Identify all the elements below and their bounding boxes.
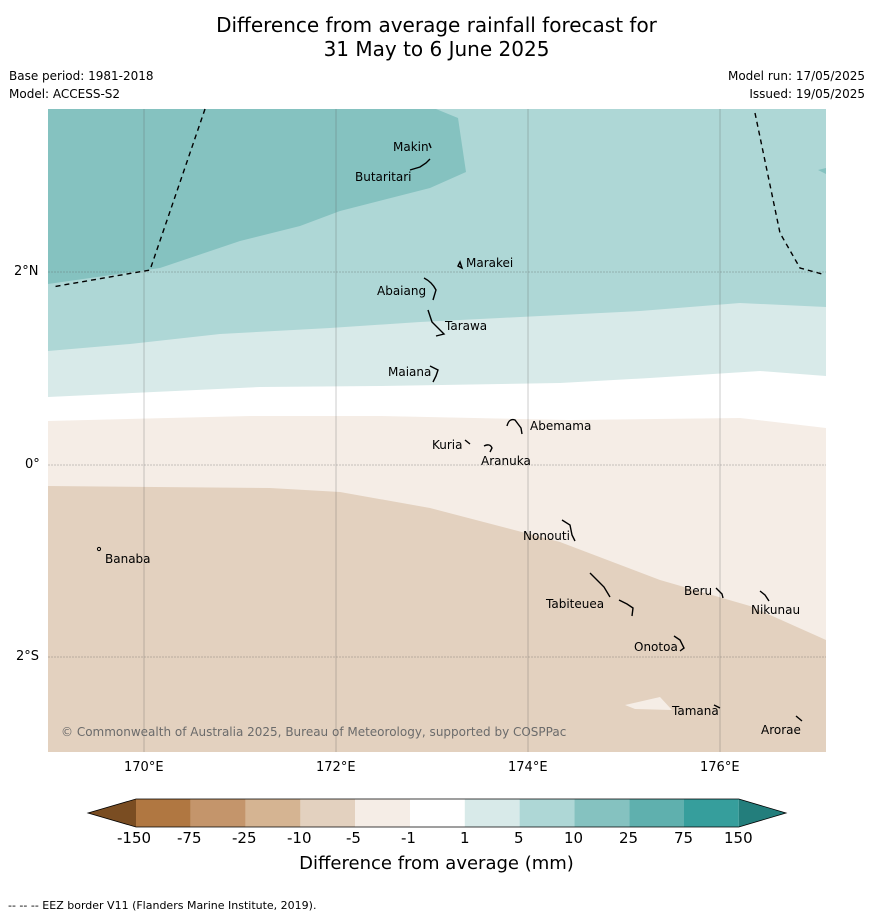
eez-border [51, 108, 823, 288]
cb-seg-10 [629, 799, 684, 827]
cb-seg-4 [300, 799, 356, 827]
lon-label-176e: 176°E [700, 760, 740, 775]
cb-outline [86, 798, 788, 828]
place-nonouti: Nonouti [523, 529, 570, 543]
cb-seg-0 [88, 799, 136, 827]
cb-tick-9: 25 [619, 829, 639, 847]
gridlines [48, 109, 826, 752]
footnote: -- -- -- EEZ border V11 (Flanders Marine… [8, 899, 317, 912]
lon-label-174e: 174°E [508, 760, 548, 775]
place-tamana: Tamana [672, 704, 719, 718]
title-line-1: Difference from average rainfall forecas… [216, 13, 657, 37]
place-abemama: Abemama [530, 419, 592, 433]
place-beru: Beru [684, 584, 713, 598]
cb-tick-1: -75 [177, 829, 202, 847]
cb-seg-12 [738, 799, 786, 827]
cb-seg-9 [574, 799, 630, 827]
place-onotoa: Onotoa [634, 640, 678, 654]
colorbar-title: Difference from average (mm) [299, 853, 574, 874]
banaba-dot [96, 546, 102, 552]
cb-seg-6 [410, 799, 465, 827]
place-tabiteuea: Tabiteuea [546, 597, 605, 611]
cb-tick-3: -10 [287, 829, 312, 847]
cb-tick-7: 5 [514, 829, 524, 847]
place-tarawa: Tarawa [445, 319, 488, 333]
cb-seg-7 [464, 799, 520, 827]
patch-tamana [625, 697, 672, 710]
cb-seg-2 [190, 799, 246, 827]
lat-label-2s: 2°S [16, 649, 40, 664]
cb-tick-11: 150 [724, 829, 753, 847]
place-arorae: Arorae [761, 723, 801, 737]
model-name: Model: ACCESS-S2 [9, 87, 121, 101]
place-marakei: Marakei [466, 256, 514, 270]
cb-tick-8: 10 [564, 829, 584, 847]
place-kuria: Kuria [432, 438, 463, 452]
cb-seg-3 [245, 799, 301, 827]
place-aranuka: Aranuka [481, 454, 531, 468]
cb-tick-0: -150 [117, 829, 152, 847]
model-run: Model run: 17/05/2025 [727, 69, 865, 83]
lon-label-170e: 170°E [124, 760, 164, 775]
issued-date: Issued: 19/05/2025 [749, 87, 865, 101]
band-plus10 [48, 109, 466, 284]
copyright-notice: © Commonwealth of Australia 2025, Bureau… [61, 725, 567, 739]
place-makin: Makin [393, 140, 429, 154]
cb-tick-10: 75 [674, 829, 694, 847]
map-fill-layers [48, 109, 826, 752]
cb-tick-6: 1 [460, 829, 470, 847]
title-line-2: 31 May to 6 June 2025 [323, 37, 550, 61]
place-butaritari: Butaritari [355, 170, 412, 184]
cb-tick-2: -25 [232, 829, 257, 847]
band-plus10-east [818, 168, 826, 174]
cb-tick-5: -1 [401, 829, 416, 847]
place-banaba: Banaba [105, 552, 151, 566]
cb-tick-4: -5 [346, 829, 361, 847]
base-period: Base period: 1981-2018 [9, 69, 154, 83]
cb-seg-5 [355, 799, 410, 827]
lon-label-172e: 172°E [316, 760, 356, 775]
cb-seg-1 [136, 799, 191, 827]
cb-seg-8 [519, 799, 575, 827]
cb-seg-11 [684, 799, 739, 827]
lat-label-0: 0° [25, 457, 40, 472]
place-abaiang: Abaiang [377, 284, 427, 298]
islands [409, 142, 803, 722]
colorbar [86, 798, 788, 828]
place-nikunau: Nikunau [751, 603, 801, 617]
place-maiana: Maiana [388, 365, 432, 379]
lat-label-2n: 2°N [14, 264, 39, 279]
